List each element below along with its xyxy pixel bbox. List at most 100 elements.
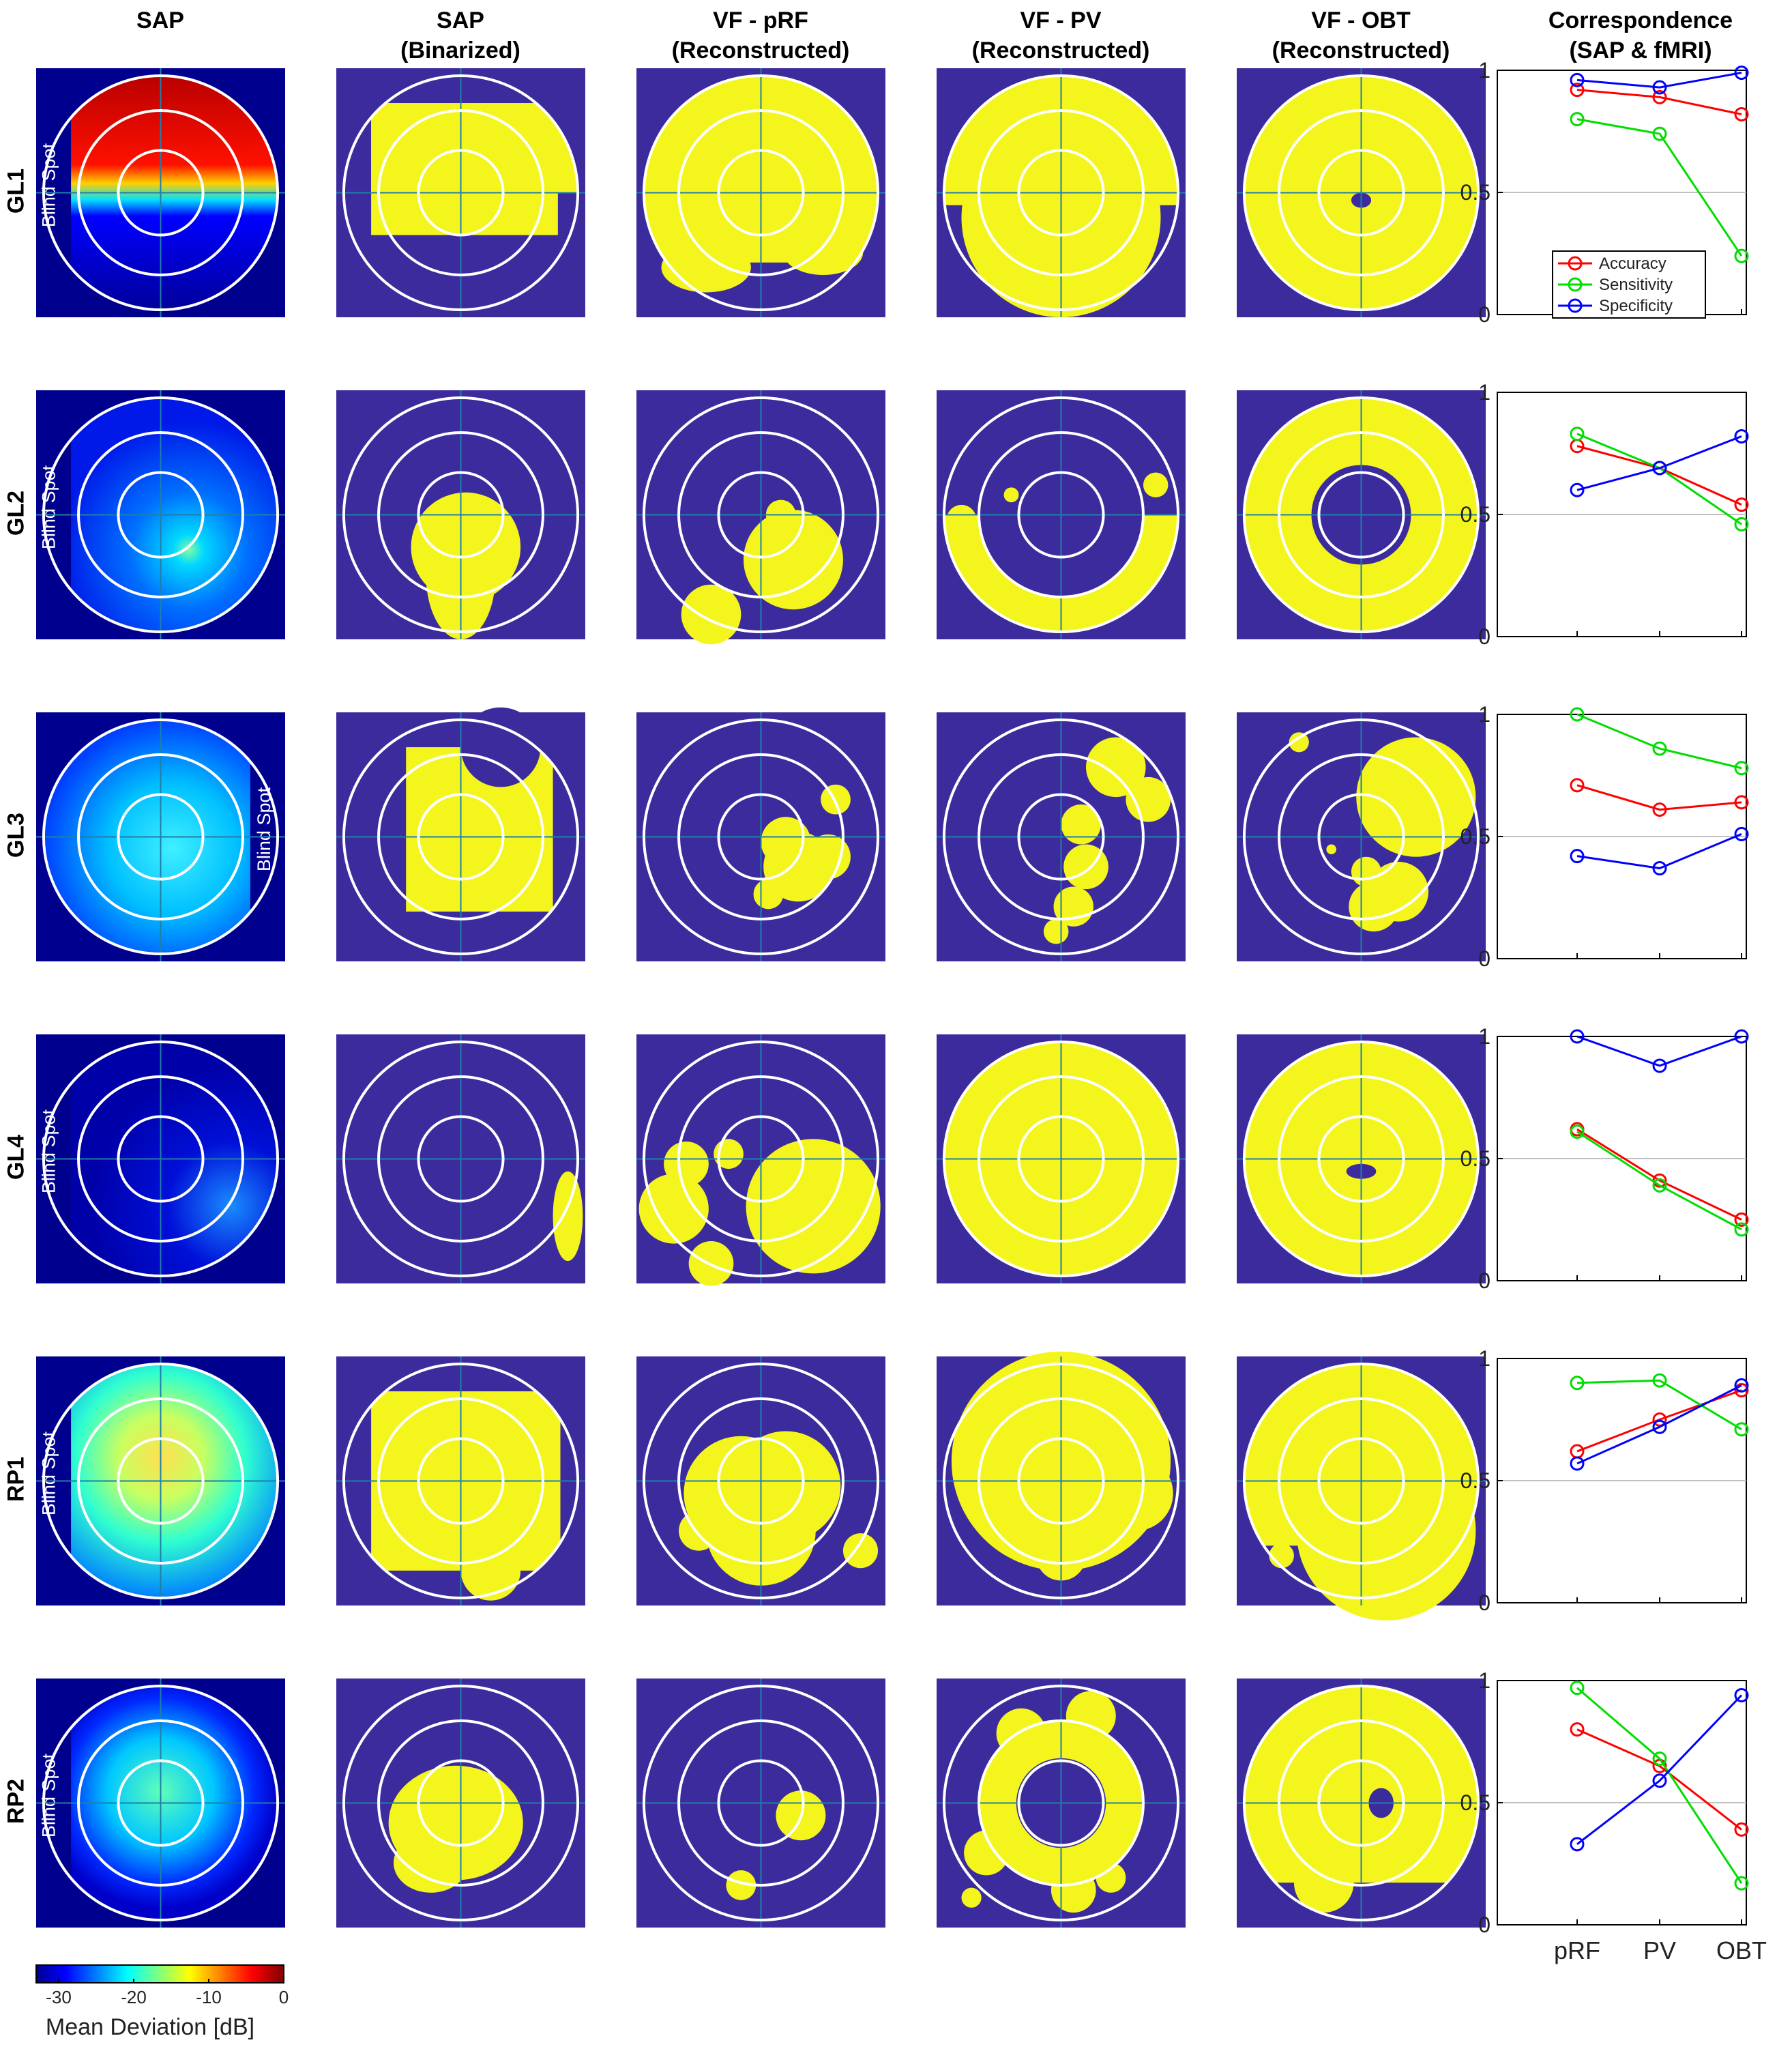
- y-tick-label: 0.5: [1460, 1790, 1490, 1815]
- map-gl3-sap-binarized: [336, 707, 585, 961]
- eccentricity-ring: [417, 1437, 505, 1525]
- eccentricity-ring: [717, 471, 805, 559]
- eccentricity-ring: [77, 1719, 244, 1887]
- y-tick-label: 1: [1478, 1668, 1490, 1693]
- region-blob: [743, 510, 843, 610]
- eccentricity-ring: [1017, 471, 1105, 559]
- y-tick-label: 0.5: [1460, 502, 1490, 527]
- eccentricity-ring: [1017, 1115, 1105, 1203]
- visual-field-maps: Blind Spot Blind Spot Blind Spot Blind Spot…: [36, 68, 1486, 1928]
- column-header-line1: Correspondence: [1548, 8, 1733, 33]
- map-rp1-vf-pv: [937, 1351, 1186, 1605]
- eccentricity-ring: [42, 74, 280, 312]
- column-header-sap: SAP: [24, 5, 297, 35]
- map-gl1-vf-obt: [1237, 68, 1486, 317]
- region-blob: [1143, 472, 1169, 497]
- series-line-specificity: [1576, 1384, 1742, 1465]
- y-tick-label: 1: [1478, 1346, 1490, 1371]
- eccentricity-ring: [377, 1075, 544, 1243]
- region-blob: [726, 1870, 757, 1900]
- colorbar: -30 -20 -10 0: [35, 1964, 289, 2007]
- map-rp1-vf-prf: [636, 1356, 885, 1605]
- eccentricity-ring: [677, 1397, 844, 1565]
- y-tick-label: 1: [1478, 1024, 1490, 1049]
- series-line-specificity: [1576, 1035, 1742, 1067]
- legend-marker: [1568, 277, 1583, 292]
- series-line-accuracy: [1576, 1728, 1742, 1831]
- region-blob: [1051, 1868, 1096, 1913]
- map-rp2-vf-pv: [937, 1679, 1186, 1928]
- region-blob: [964, 1830, 1009, 1876]
- region-blob: [842, 1533, 879, 1569]
- data-point-specificity: [1652, 461, 1667, 476]
- data-point-specificity: [1734, 428, 1749, 444]
- eccentricity-ring: [642, 1362, 880, 1600]
- region-blob: [1098, 1456, 1173, 1531]
- data-point-sensitivity: [1734, 517, 1749, 532]
- map-gl3-sap: Blind Spot: [36, 712, 285, 961]
- eccentricity-ring: [677, 1075, 844, 1243]
- data-point-specificity: [1652, 1773, 1667, 1788]
- eccentricity-ring: [978, 1719, 1145, 1887]
- data-point-specificity: [1570, 1456, 1585, 1471]
- series-line-sensitivity: [1576, 118, 1743, 257]
- region-blob: [1326, 844, 1336, 855]
- map-gl2-sap: Blind Spot: [36, 390, 285, 639]
- data-point-specificity: [1570, 1029, 1585, 1044]
- map-rp1-sap: Blind Spot: [36, 1356, 285, 1605]
- column-header-vf-pv: VF - PV (Reconstructed): [924, 5, 1197, 66]
- y-tick-label: 1: [1478, 702, 1490, 727]
- eccentricity-ring: [978, 431, 1145, 598]
- y-tick-label: 0: [1478, 1268, 1490, 1293]
- eccentricity-ring: [417, 1759, 505, 1847]
- eccentricity-ring: [42, 1040, 280, 1278]
- eccentricity-ring: [1242, 718, 1480, 956]
- column-header-line1: VF - OBT: [1311, 8, 1411, 33]
- map-gl3-vf-prf: [636, 712, 885, 961]
- legend-label: Accuracy: [1599, 255, 1666, 273]
- data-point-sensitivity: [1652, 1752, 1667, 1767]
- eccentricity-ring: [117, 149, 205, 237]
- chart-gl3: 00.51: [1460, 702, 1749, 971]
- eccentricity-ring: [1317, 471, 1405, 559]
- region-blob: [979, 1721, 1143, 1885]
- column-header-line1: VF - pRF: [713, 8, 808, 33]
- eccentricity-ring: [1242, 1684, 1480, 1922]
- map-gl3-vf-obt: [1237, 712, 1486, 961]
- data-point-accuracy: [1570, 83, 1585, 98]
- eccentricity-ring: [417, 149, 505, 237]
- data-point-sensitivity: [1734, 761, 1749, 776]
- eccentricity-ring: [42, 1684, 280, 1922]
- data-point-accuracy: [1652, 89, 1667, 104]
- region-blob: [1051, 1069, 1121, 1139]
- eccentricity-ring: [1278, 109, 1445, 276]
- map-rp2-vf-obt: [1237, 1679, 1486, 1928]
- eccentricity-ring: [942, 1684, 1180, 1922]
- eccentricity-ring: [342, 718, 580, 956]
- chart-gl4: 00.51: [1460, 1024, 1749, 1293]
- region-blob: [460, 1541, 521, 1601]
- map-gl2-vf-pv: [937, 390, 1186, 639]
- colorbar-tick-label: 0: [279, 1987, 289, 2007]
- data-point-sensitivity: [1734, 248, 1749, 263]
- data-point-specificity: [1734, 66, 1749, 81]
- eccentricity-ring: [42, 718, 280, 956]
- eccentricity-ring: [377, 1397, 544, 1565]
- eccentricity-ring: [1317, 793, 1405, 881]
- x-tick-label: OBT: [1716, 1936, 1767, 1964]
- eccentricity-ring: [942, 74, 1180, 312]
- map-rp2-sap: Blind Spot: [36, 1679, 285, 1928]
- y-tick-label: 0.5: [1460, 824, 1490, 849]
- data-point-sensitivity: [1570, 112, 1585, 127]
- eccentricity-ring: [377, 431, 544, 598]
- region-blob: [1061, 804, 1101, 845]
- data-point-specificity: [1734, 1029, 1749, 1044]
- series-line-specificity: [1576, 833, 1742, 870]
- data-point-specificity: [1652, 80, 1667, 95]
- data-point-specificity: [1652, 1058, 1667, 1073]
- data-point-sensitivity: [1652, 1178, 1667, 1193]
- data-point-specificity: [1570, 482, 1585, 497]
- colorbar-label: Mean Deviation [dB]: [45, 2014, 255, 2040]
- column-header-line2: (Binarized): [400, 38, 520, 63]
- eccentricity-ring: [642, 1684, 880, 1922]
